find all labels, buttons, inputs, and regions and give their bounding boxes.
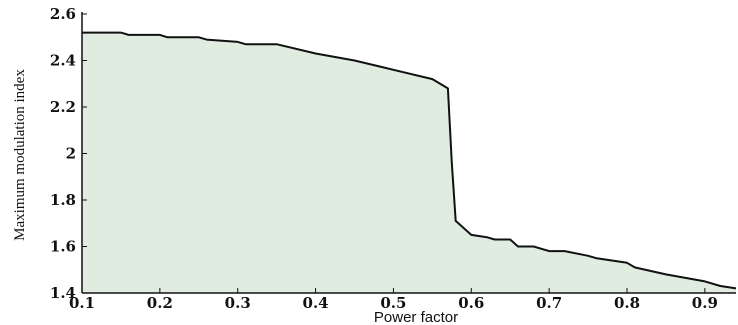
- x-tick-label: 0.1: [69, 294, 95, 312]
- x-tick-label: 0.8: [614, 294, 640, 312]
- series-line: [82, 31, 737, 290]
- x-tick-label: 0.7: [536, 294, 562, 312]
- x-tick-label: 0.9: [692, 294, 718, 312]
- x-tick-label: 0.3: [225, 294, 251, 312]
- area-layer: [82, 31, 737, 293]
- x-tick-label: 0.4: [303, 294, 329, 312]
- tick-layer: 0.1 0.2 0.3 0.4 0.5 0.6 0.7 0.8 0.9 1.4 1.6 1.8 2 2.2…: [50, 5, 718, 312]
- y-tick-label: 1.4: [50, 284, 76, 302]
- y-tick-label: 2.6: [50, 5, 76, 23]
- y-tick-label: 1.8: [50, 191, 76, 209]
- x-tick-label: 0.6: [458, 294, 484, 312]
- x-tick-label: 0.2: [147, 294, 173, 312]
- y-tick-label: 1.6: [50, 238, 76, 256]
- y-tick-label: 2.4: [50, 52, 76, 70]
- series-area-fill: [82, 32, 736, 293]
- x-axis-title: Power factor: [374, 309, 458, 325]
- y-tick-label: 2: [66, 145, 76, 163]
- y-axis-title: Maximum modulation index: [12, 69, 28, 241]
- x-tick-label: 0.5: [380, 294, 406, 312]
- y-tick-label: 2.2: [50, 98, 76, 116]
